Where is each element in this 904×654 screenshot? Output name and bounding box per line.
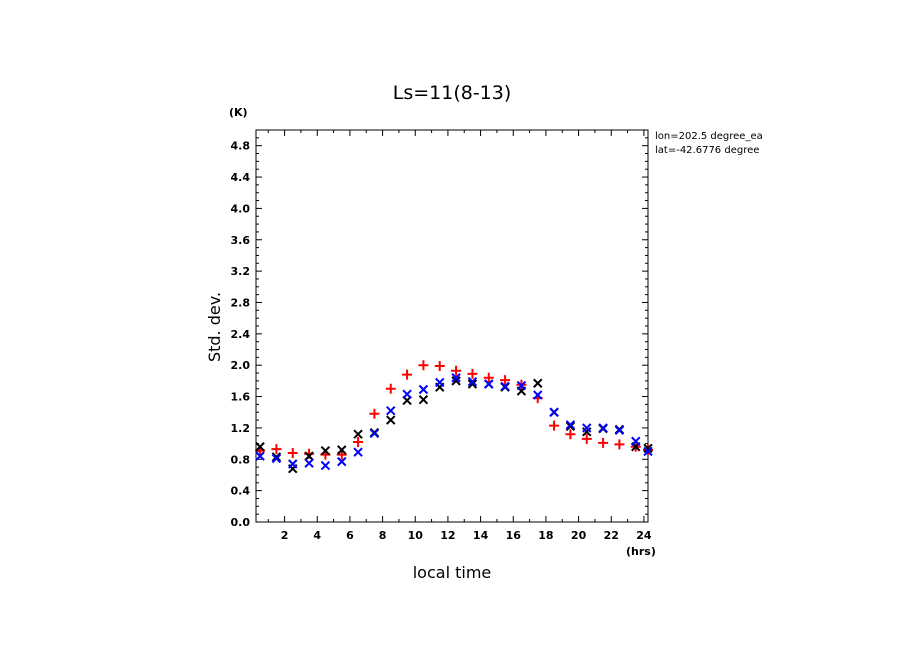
marks-layer (255, 360, 653, 474)
data-point (598, 423, 608, 433)
data-point (451, 365, 462, 376)
data-point (565, 420, 576, 430)
x-tick-label: 10 (408, 529, 424, 542)
y-tick-label: 0.0 (231, 516, 251, 529)
y-tick-label: 4.0 (231, 202, 251, 215)
y-tick-label: 2.0 (231, 359, 251, 372)
x-axis-label: local time (413, 563, 492, 582)
data-point (533, 378, 543, 388)
data-point (533, 390, 543, 400)
latitude-note: lat=-42.6776 degree (655, 145, 759, 156)
x-tick-label: 14 (473, 529, 489, 542)
data-point (631, 436, 641, 446)
data-point (304, 458, 314, 468)
series-1 (255, 376, 653, 474)
data-point (353, 437, 364, 448)
data-point (418, 384, 429, 395)
x-tick-label: 8 (379, 529, 387, 542)
data-point (565, 429, 576, 440)
data-point (418, 394, 429, 405)
data-point (467, 368, 478, 379)
y-tick-label: 1.6 (231, 391, 251, 404)
data-point (435, 377, 445, 388)
data-point (582, 423, 592, 433)
data-point (320, 460, 331, 471)
data-point (643, 443, 653, 454)
x-tick-label: 24 (636, 529, 652, 542)
data-point (451, 376, 461, 386)
y-tick-label: 2.8 (231, 296, 251, 309)
y-axis-label: Std. dev. (205, 292, 224, 362)
x-tick-label: 6 (346, 529, 354, 542)
data-point (271, 444, 282, 455)
data-point (288, 459, 298, 469)
data-point (386, 405, 396, 416)
x-tick-label: 12 (440, 529, 455, 542)
y-tick-label: 3.2 (231, 265, 251, 278)
data-point (271, 453, 282, 464)
x-tick-label: 16 (506, 529, 522, 542)
data-point (353, 429, 363, 439)
data-point (614, 425, 625, 435)
data-point (337, 456, 347, 467)
y-tick-label: 0.4 (231, 485, 251, 498)
y-tick-label: 4.8 (231, 140, 251, 153)
y-unit-label: (K) (229, 106, 248, 119)
y-tick-label: 3.6 (231, 234, 251, 247)
data-point (271, 452, 282, 462)
x-tick-label: 22 (604, 529, 619, 542)
data-point (483, 372, 494, 383)
data-point (500, 375, 511, 386)
data-point (304, 451, 314, 461)
data-point (467, 379, 478, 389)
x-tick-label: 18 (538, 529, 553, 542)
data-point (643, 446, 653, 457)
data-point (549, 407, 559, 417)
ticks-layer: 0.0 0.4 0.8 1.2 1.6 2.0 2.4 2.8 3.2 3.6 4.0 4.4 4.8 2… (231, 129, 652, 542)
data-point (369, 408, 380, 419)
data-point (614, 439, 625, 450)
data-point (320, 445, 331, 456)
data-point (451, 373, 461, 383)
data-point (565, 421, 576, 432)
x-unit-label: (hrs) (626, 545, 656, 558)
data-point (337, 445, 347, 455)
data-point (255, 451, 265, 461)
x-tick-label: 20 (571, 529, 587, 542)
data-point (500, 381, 510, 392)
data-point (402, 389, 412, 399)
data-point (484, 379, 494, 389)
data-point (255, 442, 265, 452)
data-point (598, 437, 609, 448)
data-point (549, 420, 560, 431)
data-point (643, 444, 653, 455)
data-point (386, 415, 396, 425)
data-point (402, 369, 413, 380)
longitude-note: lon=202.5 degree_ea (655, 131, 763, 142)
data-point (385, 383, 396, 394)
x-tick-label: 2 (281, 529, 289, 542)
data-point (287, 448, 298, 459)
y-tick-label: 1.2 (231, 422, 251, 435)
data-point (581, 433, 592, 444)
y-tick-label: 2.4 (231, 328, 251, 341)
data-point (353, 447, 363, 457)
data-point (369, 428, 380, 439)
chart-title: Ls=11(8-13) (393, 82, 512, 104)
x-tick-label: 4 (313, 529, 321, 542)
data-point (418, 360, 429, 371)
data-point (434, 360, 445, 371)
series-2 (255, 373, 653, 471)
data-point (467, 376, 478, 387)
y-tick-label: 0.8 (231, 453, 251, 466)
data-point (516, 380, 527, 391)
y-tick-label: 4.4 (231, 171, 251, 184)
plot-frame (255, 129, 649, 523)
